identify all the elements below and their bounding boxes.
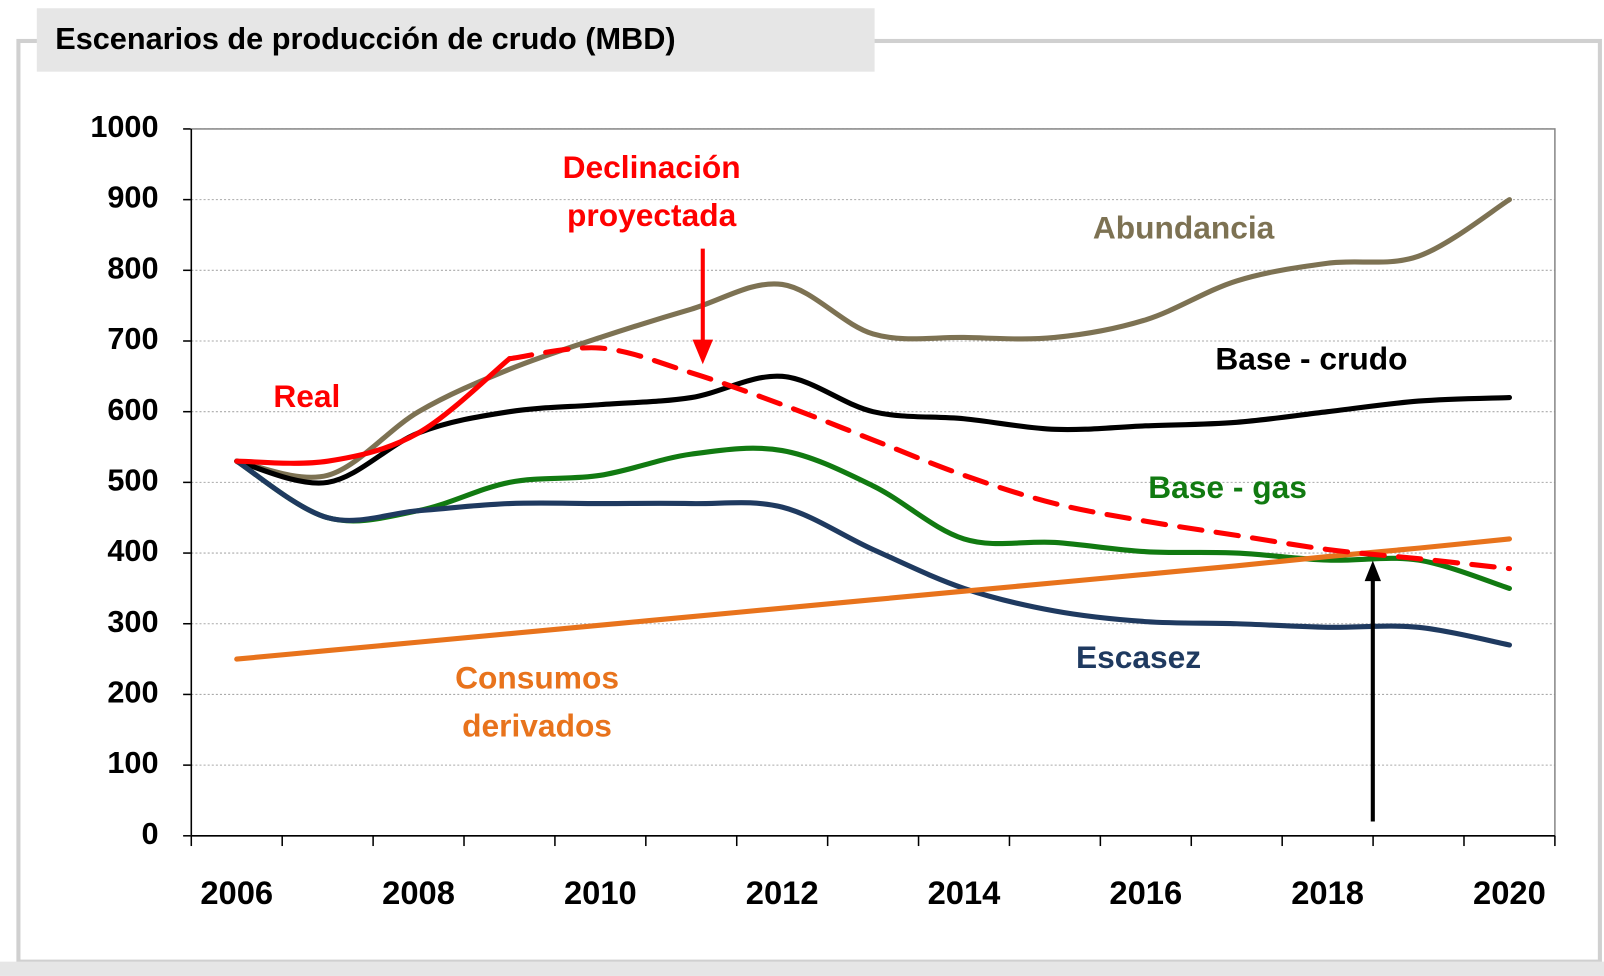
y-tick-label: 200 bbox=[107, 675, 158, 710]
series-label-wrap: Consumos derivados bbox=[394, 653, 680, 751]
series-label: Consumos derivados bbox=[455, 659, 619, 744]
title-box bbox=[36, 8, 875, 72]
series-label: Escasez bbox=[1075, 638, 1202, 675]
series-label-box: Real bbox=[164, 347, 450, 445]
x-tick-label: 2008 bbox=[382, 874, 455, 911]
y-tick-label: 700 bbox=[107, 321, 158, 356]
arrow-head bbox=[692, 339, 714, 365]
x-tick-label: 2012 bbox=[746, 874, 819, 911]
series-label-wrap: Abundancia bbox=[1040, 178, 1326, 276]
series-label-wrap: Escasez bbox=[995, 608, 1281, 706]
series-line bbox=[234, 373, 1513, 486]
x-tick-label: 2010 bbox=[564, 874, 637, 911]
y-tick-label: 800 bbox=[107, 250, 158, 285]
x-tick-label: 2016 bbox=[1109, 874, 1182, 911]
chart-title: Escenarios de producción de crudo (MBD) bbox=[55, 21, 675, 56]
series-label-wrap: Real bbox=[164, 347, 450, 445]
y-tick-label: 500 bbox=[107, 462, 158, 497]
series-line bbox=[234, 197, 1513, 480]
x-tick-label: 2018 bbox=[1291, 874, 1364, 911]
series-label-box: Consumos derivados bbox=[394, 653, 680, 751]
series-line bbox=[506, 345, 1513, 572]
series-label-wrap: Declinación proyectada bbox=[508, 142, 794, 240]
series-line bbox=[234, 458, 1513, 648]
y-tick-label: 900 bbox=[107, 180, 158, 215]
x-tick-label: 2014 bbox=[928, 874, 1002, 911]
series-label-box: Abundancia bbox=[1040, 178, 1326, 276]
series-label: Declinación proyectada bbox=[562, 149, 741, 234]
y-tick-label: 300 bbox=[107, 604, 158, 639]
series-label-box: Base - gas bbox=[1084, 438, 1370, 536]
series-label: Abundancia bbox=[1092, 209, 1275, 246]
series-label-box: Base - crudo bbox=[1168, 309, 1454, 407]
series-label-wrap: Base - gas bbox=[1084, 438, 1370, 536]
series-label-box: Declinación proyectada bbox=[508, 142, 794, 240]
frame bbox=[16, 38, 1602, 964]
arrow-head bbox=[1364, 560, 1381, 582]
series-line bbox=[234, 536, 1513, 662]
y-tick-label: 400 bbox=[107, 533, 158, 568]
y-tick-label: 100 bbox=[107, 745, 158, 780]
series-label: Base - gas bbox=[1148, 469, 1307, 505]
bottom-band bbox=[0, 961, 1604, 976]
y-tick-label: 600 bbox=[107, 392, 158, 427]
series-label-wrap: Base - crudo bbox=[1168, 309, 1454, 407]
series-label: Base - crudo bbox=[1215, 340, 1408, 376]
y-tick-label: 0 bbox=[141, 816, 158, 851]
series-label: Real bbox=[273, 378, 341, 414]
y-tick-label: 1000 bbox=[90, 109, 158, 144]
series-line bbox=[234, 356, 513, 466]
x-tick-label: 2006 bbox=[200, 874, 273, 911]
x-tick-label: 2020 bbox=[1473, 874, 1546, 911]
series-label-box: Escasez bbox=[995, 608, 1281, 706]
